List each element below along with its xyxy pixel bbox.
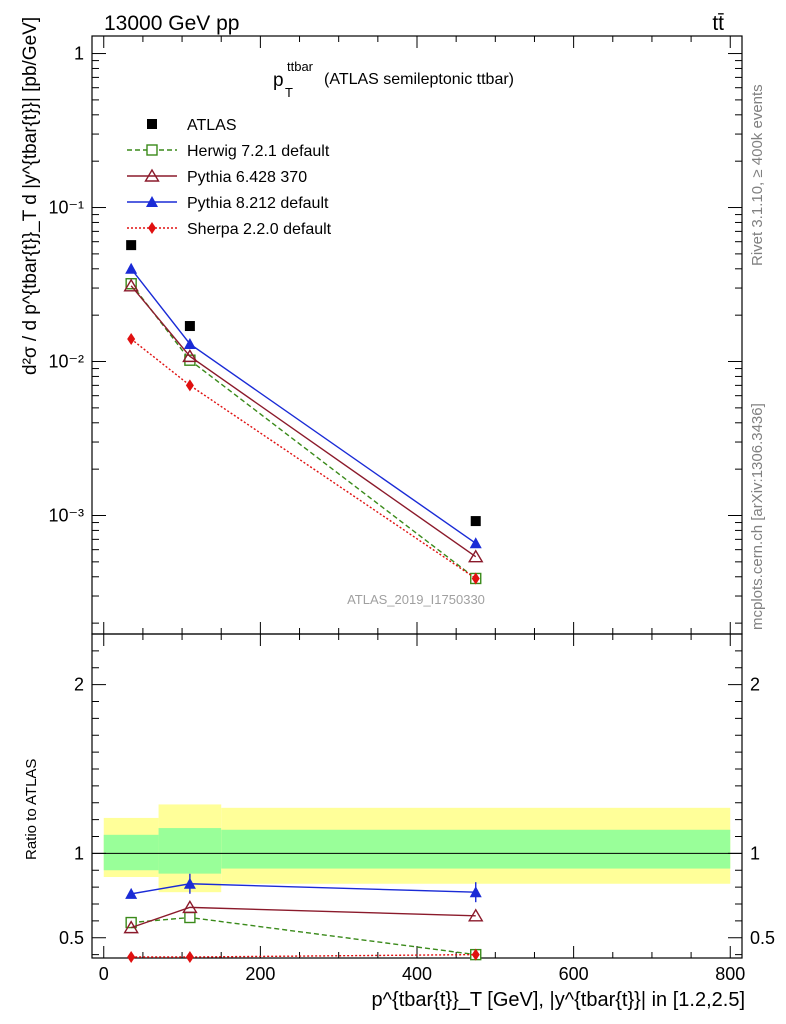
ratio-plot: 0 200 400 600 800 2 2 1 1 0.5 0.5 [59, 633, 775, 984]
legend-marker [147, 119, 157, 129]
ratio-point [184, 911, 196, 924]
data-point [182, 348, 198, 363]
data-point [470, 516, 481, 527]
legend-label: Herwig 7.2.1 default [187, 143, 330, 160]
data-point [468, 549, 484, 563]
ratio-y-tick-label-right: 0.5 [750, 928, 775, 948]
data-point [127, 333, 136, 346]
legend-marker [144, 168, 160, 182]
legend-label: ATLAS [187, 117, 237, 134]
ratio-y-tick-label-right: 2 [750, 675, 760, 695]
data-point [125, 262, 138, 274]
x-axis-label: p^{tbar{t}}_T [GeV], |y^{tbar{t}}| in [1… [372, 989, 746, 1011]
rivet-label: Rivet 3.1.10, ≥ 400k events [749, 84, 766, 266]
legend-marker [148, 222, 156, 234]
series-line-2 [130, 285, 477, 558]
ratio-y-tick-label-right: 1 [750, 843, 760, 863]
ratio-line-2 [130, 906, 476, 929]
data-point [126, 240, 137, 251]
ratio-point [471, 948, 480, 961]
series-line-3 [130, 268, 477, 544]
analysis-id-label: ATLAS_2019_I1750330 [347, 592, 485, 607]
ratio-point [185, 951, 194, 963]
data-point [469, 537, 482, 549]
ratio-y-tick-label: 0.5 [59, 928, 84, 948]
legend-marker [146, 144, 158, 156]
y-tick-label: 1 [74, 44, 84, 64]
x-tick-label: 0 [99, 964, 109, 984]
ratio-band-inner [221, 829, 731, 869]
title-sub: T [285, 85, 293, 100]
ratio-point [182, 899, 198, 914]
ratio-point [127, 951, 136, 963]
data-point [123, 278, 139, 292]
ratio-y-tick-label: 2 [74, 675, 84, 695]
legend: ATLAS Herwig 7.2.1 default Pythia 6.428 37… [127, 117, 332, 238]
y-tick-label: 10⁻³ [48, 506, 84, 526]
y-tick-label: 10⁻¹ [48, 198, 84, 218]
title-rest: (ATLAS semileptonic ttbar) [324, 71, 514, 88]
process-label: tt̄ [712, 12, 724, 35]
mcplots-label: mcplots.cern.ch [arXiv:1306.3436] [749, 403, 766, 630]
ratio-y-axis-label: Ratio to ATLAS [23, 759, 40, 860]
main-y-axis-label: d²σ / d p^{tbar{t}}_T d |y^{tbar{t}}| [p… [20, 17, 41, 375]
y-tick-label: 10⁻² [48, 352, 84, 372]
series-line-4 [130, 338, 477, 580]
x-tick-label: 400 [402, 964, 432, 984]
legend-label: Pythia 8.212 default [187, 195, 329, 212]
title-sup: ttbar [287, 59, 314, 74]
ratio-band-inner [158, 828, 222, 874]
series-line-1 [130, 283, 477, 580]
ratio-point [468, 908, 484, 922]
plot-title: p ttbar T (ATLAS semileptonic ttbar) [273, 59, 514, 100]
legend-label: Pythia 6.428 370 [187, 169, 307, 186]
data-point [471, 572, 480, 585]
ratio-frame [91, 633, 743, 959]
ratio-point [123, 920, 139, 934]
ratio-y-tick-label: 1 [74, 843, 84, 863]
data-point [185, 379, 194, 392]
ratio-line-1 [131, 916, 476, 956]
data-point [184, 321, 195, 332]
title-var: p [273, 70, 284, 91]
ratio-point [125, 887, 138, 899]
x-tick-label: 200 [245, 964, 275, 984]
legend-label: Sherpa 2.2.0 default [187, 221, 332, 238]
x-tick-label: 800 [715, 964, 745, 984]
ratio-band-inner [103, 834, 159, 871]
ratio-line-4 [131, 953, 476, 958]
data-point [183, 337, 196, 349]
energy-label: 13000 GeV pp [104, 12, 239, 35]
x-tick-label: 600 [559, 964, 589, 984]
legend-marker [146, 196, 158, 207]
